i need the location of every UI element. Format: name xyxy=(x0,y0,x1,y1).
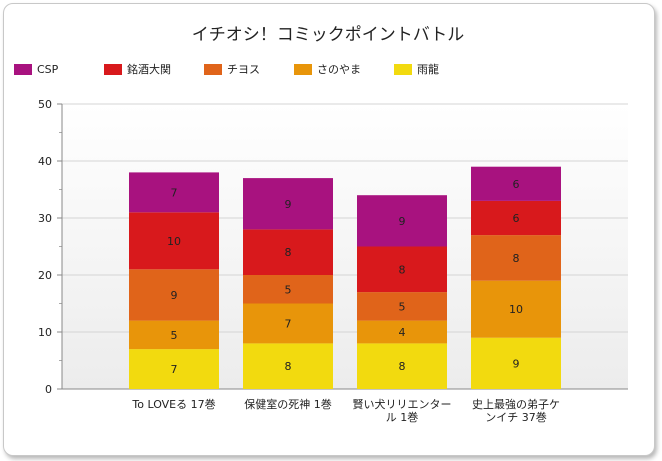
legend-item[interactable]: チヨス xyxy=(204,61,294,77)
bar-segment xyxy=(243,343,333,389)
bar-segment xyxy=(243,178,333,230)
y-tick-label: 20 xyxy=(38,269,52,282)
x-tick-label: 賢い犬リリエンター xyxy=(353,397,452,411)
x-tick-label: 史上最強の弟子ケ xyxy=(472,398,560,411)
bar-segment xyxy=(471,337,561,389)
data-label: 5 xyxy=(285,283,292,296)
data-label: 8 xyxy=(399,263,406,276)
legend-swatch xyxy=(394,63,412,75)
bar-segment xyxy=(357,246,447,293)
data-label: 10 xyxy=(509,303,523,316)
bar-segment xyxy=(357,195,447,247)
x-tick-label: ル 1巻 xyxy=(386,411,419,424)
data-label: 9 xyxy=(171,289,178,302)
bar-segment xyxy=(129,320,219,350)
bar-segment xyxy=(243,275,333,304)
y-tick-label: 50 xyxy=(38,98,52,111)
data-label: 8 xyxy=(285,246,292,259)
legend-item[interactable]: CSP xyxy=(14,63,104,76)
data-label: 9 xyxy=(399,215,406,228)
x-tick-label: ンイチ 37巻 xyxy=(485,411,547,424)
legend-label: チヨス xyxy=(227,63,260,76)
legend-swatch xyxy=(14,63,32,75)
data-label: 8 xyxy=(513,252,520,265)
bar-segment xyxy=(129,212,219,270)
bar-segment xyxy=(243,229,333,275)
bar-segment xyxy=(357,320,447,344)
y-tick-label: 10 xyxy=(38,326,52,339)
legend-label: 銘酒大関 xyxy=(127,63,171,76)
data-label: 7 xyxy=(171,363,178,376)
legend-label: 雨龍 xyxy=(417,63,439,76)
legend-item[interactable]: さのやま xyxy=(294,61,394,77)
legend-label: CSP xyxy=(37,62,59,76)
data-label: 9 xyxy=(285,198,292,211)
chart-title: イチオシ！コミックポイントバトル xyxy=(191,25,465,45)
legend-label: さのやま xyxy=(317,63,361,76)
bar-segment xyxy=(471,166,561,201)
bar-segment xyxy=(129,172,219,213)
x-tick-label: 保健室の死神 1巻 xyxy=(244,397,332,411)
legend-item[interactable]: 雨龍 xyxy=(394,61,454,77)
data-label: 6 xyxy=(513,212,520,225)
bar-segment xyxy=(129,269,219,321)
data-label: 6 xyxy=(513,178,520,191)
bar-segment xyxy=(471,200,561,236)
data-label: 7 xyxy=(171,186,178,199)
data-label: 5 xyxy=(171,329,178,342)
bar-segment xyxy=(471,280,561,338)
data-label: 8 xyxy=(399,360,406,373)
bar-segment xyxy=(129,349,219,389)
data-label: 5 xyxy=(399,300,406,313)
bar-segment xyxy=(357,343,447,389)
data-label: 10 xyxy=(167,235,181,248)
data-label: 9 xyxy=(513,357,520,370)
y-tick-label: 30 xyxy=(38,212,52,225)
legend-swatch xyxy=(104,63,122,75)
x-tick-label: To LOVEる 17巻 xyxy=(131,398,215,411)
y-tick-label: 40 xyxy=(38,155,52,168)
legend-swatch xyxy=(204,63,222,75)
y-tick-label: 0 xyxy=(45,383,52,396)
bar-segment xyxy=(243,303,333,344)
data-label: 7 xyxy=(285,317,292,330)
data-label: 8 xyxy=(285,360,292,373)
legend-swatch xyxy=(294,63,312,75)
legend-item[interactable]: 銘酒大関 xyxy=(104,61,204,77)
bar-segment xyxy=(471,235,561,281)
data-label: 4 xyxy=(399,326,406,339)
legend: CSP 銘酒大関 チヨス さのやま 雨龍 xyxy=(14,61,454,77)
bar-segment xyxy=(357,292,447,321)
